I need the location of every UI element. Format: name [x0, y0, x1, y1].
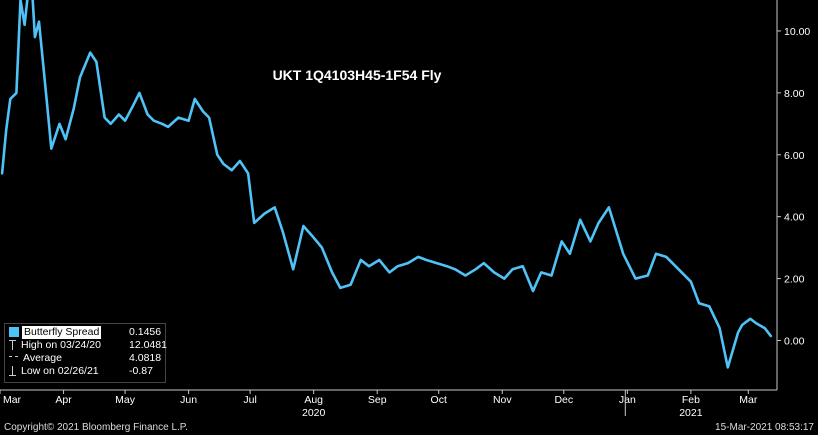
x-tick-label: Oct [431, 394, 447, 406]
legend-average-value: 4.0818 [129, 352, 162, 364]
x-tick-label: Mar [3, 394, 22, 406]
y-axis: 10.00 8.00 6.00 4.00 2.00 0.00 [776, 0, 810, 390]
x-tick-label: Jul [243, 394, 256, 406]
legend-last-value: 0.1456 [129, 326, 162, 338]
x-tick-label: Dec [554, 394, 573, 406]
legend-high-value: 12.0481 [129, 339, 167, 351]
x-tick-label: Mar [739, 394, 758, 406]
series-swatch [9, 327, 19, 338]
low-marker-icon [9, 366, 16, 377]
x-tick-label: Aug [304, 394, 323, 406]
x-year-label: 2020 [302, 407, 326, 419]
timestamp-text: 15-Mar-2021 08:53:17 [715, 422, 814, 433]
y-tick-label: 8.00 [784, 88, 805, 100]
chart-title: UKT 1Q4103H45-1F54 Fly [273, 67, 442, 83]
x-tick-label: May [115, 394, 136, 406]
legend: Butterfly Spread 0.1456 High on 03/24/20… [4, 323, 167, 383]
x-axis: Mar Apr May Jun Jul Aug Sep Oct Nov Dec Jan Feb Mar 2… [0, 389, 777, 419]
average-marker-icon [9, 356, 18, 358]
x-tick-label: Sep [368, 394, 387, 406]
footer: Copyright© 2021 Bloomberg Finance L.P. 1… [0, 419, 818, 435]
high-marker-icon [9, 340, 16, 351]
x-tick-label: Jan [619, 394, 636, 406]
y-tick-label: 0.00 [784, 335, 805, 347]
x-tick-label: Nov [493, 394, 512, 406]
legend-low-label: Low on 02/26/21 [21, 365, 99, 377]
y-tick-label: 2.00 [784, 274, 805, 286]
series-group [0, 0, 773, 369]
y-tick-label: 4.00 [784, 212, 805, 224]
y-tick-label: 6.00 [784, 150, 805, 162]
copyright-text: Copyright© 2021 Bloomberg Finance L.P. [4, 422, 188, 433]
legend-item-high: High on 03/24/20 12.0481 [9, 339, 167, 352]
legend-low-value: -0.87 [129, 365, 153, 377]
x-tick-label: Apr [55, 394, 72, 406]
legend-item-last: Butterfly Spread 0.1456 [9, 326, 161, 339]
legend-average-label: Average [23, 352, 62, 364]
y-tick-label: 10.00 [784, 26, 810, 38]
x-year-label: 2021 [679, 407, 703, 419]
x-tick-label: Feb [682, 394, 700, 406]
legend-last-label: Butterfly Spread [22, 326, 102, 339]
x-tick-label: Jun [180, 394, 197, 406]
series-line-butterfly-spread [0, 0, 773, 369]
legend-item-low: Low on 02/26/21 -0.87 [9, 365, 153, 378]
legend-high-label: High on 03/24/20 [21, 339, 101, 351]
legend-item-average: Average 4.0818 [9, 352, 161, 365]
